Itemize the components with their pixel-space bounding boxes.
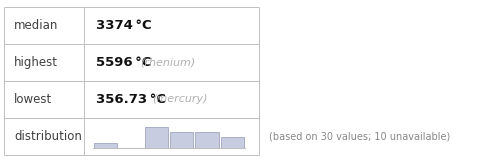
Bar: [170, 132, 194, 148]
Text: 5596 °C: 5596 °C: [96, 56, 151, 69]
Text: 356.73 °C: 356.73 °C: [96, 93, 166, 106]
Bar: [145, 127, 168, 148]
Bar: [221, 137, 244, 148]
Text: lowest: lowest: [14, 93, 52, 106]
Bar: [94, 143, 117, 148]
Text: (rhenium): (rhenium): [141, 58, 196, 68]
Text: median: median: [14, 19, 58, 32]
Text: highest: highest: [14, 56, 58, 69]
Text: distribution: distribution: [14, 130, 82, 143]
Text: (based on 30 values; 10 unavailable): (based on 30 values; 10 unavailable): [269, 132, 450, 141]
Bar: [195, 132, 219, 148]
Text: (mercury): (mercury): [152, 94, 208, 104]
Text: 3374 °C: 3374 °C: [96, 19, 152, 32]
